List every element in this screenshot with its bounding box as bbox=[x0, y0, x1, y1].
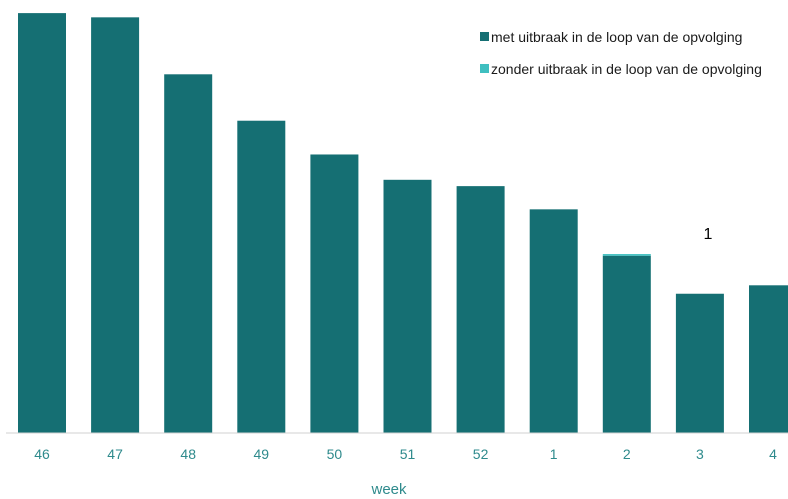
x-tick-label-49: 49 bbox=[254, 446, 270, 462]
legend-label-1: met uitbraak in de loop van de opvolging bbox=[491, 29, 742, 45]
bar-series1-week-47 bbox=[91, 17, 140, 434]
bar-series1-week-50 bbox=[310, 154, 359, 434]
bars-group bbox=[18, 13, 788, 434]
x-tick-label-47: 47 bbox=[107, 446, 123, 462]
x-tick-label-2: 2 bbox=[623, 446, 631, 462]
x-axis-title: week bbox=[370, 481, 407, 498]
x-tick-label-48: 48 bbox=[180, 446, 196, 462]
bar-series1-week-2 bbox=[602, 255, 651, 433]
bar-series1-week-4 bbox=[749, 285, 788, 433]
x-tick-labels: 46 47 48 49 50 51 52 1 2 3 4 bbox=[34, 446, 777, 462]
bar-series1-week-48 bbox=[164, 74, 213, 434]
bar-series1-week-49 bbox=[237, 120, 286, 433]
legend-swatch-1 bbox=[480, 32, 489, 41]
bar-series1-week-3 bbox=[675, 293, 724, 433]
bar-series1-week-1 bbox=[529, 209, 578, 433]
x-tick-label-3: 3 bbox=[696, 446, 704, 462]
x-tick-label-1: 1 bbox=[550, 446, 558, 462]
legend: met uitbraak in de loop van de opvolging… bbox=[480, 29, 762, 77]
x-tick-label-4: 4 bbox=[769, 446, 777, 462]
bar-series2-week-2 bbox=[602, 254, 651, 256]
data-labels-group: 1 bbox=[703, 226, 712, 243]
x-tick-label-52: 52 bbox=[473, 446, 489, 462]
data-label-week-3: 1 bbox=[703, 226, 712, 243]
x-tick-label-51: 51 bbox=[400, 446, 416, 462]
x-tick-label-46: 46 bbox=[34, 446, 50, 462]
legend-label-2: zonder uitbraak in de loop van de opvolg… bbox=[491, 61, 762, 77]
x-tick-label-50: 50 bbox=[327, 446, 343, 462]
legend-swatch-2 bbox=[480, 64, 489, 73]
bar-series1-week-52 bbox=[456, 186, 505, 433]
bar-series1-week-51 bbox=[383, 179, 432, 433]
bar-series1-week-46 bbox=[18, 13, 66, 434]
